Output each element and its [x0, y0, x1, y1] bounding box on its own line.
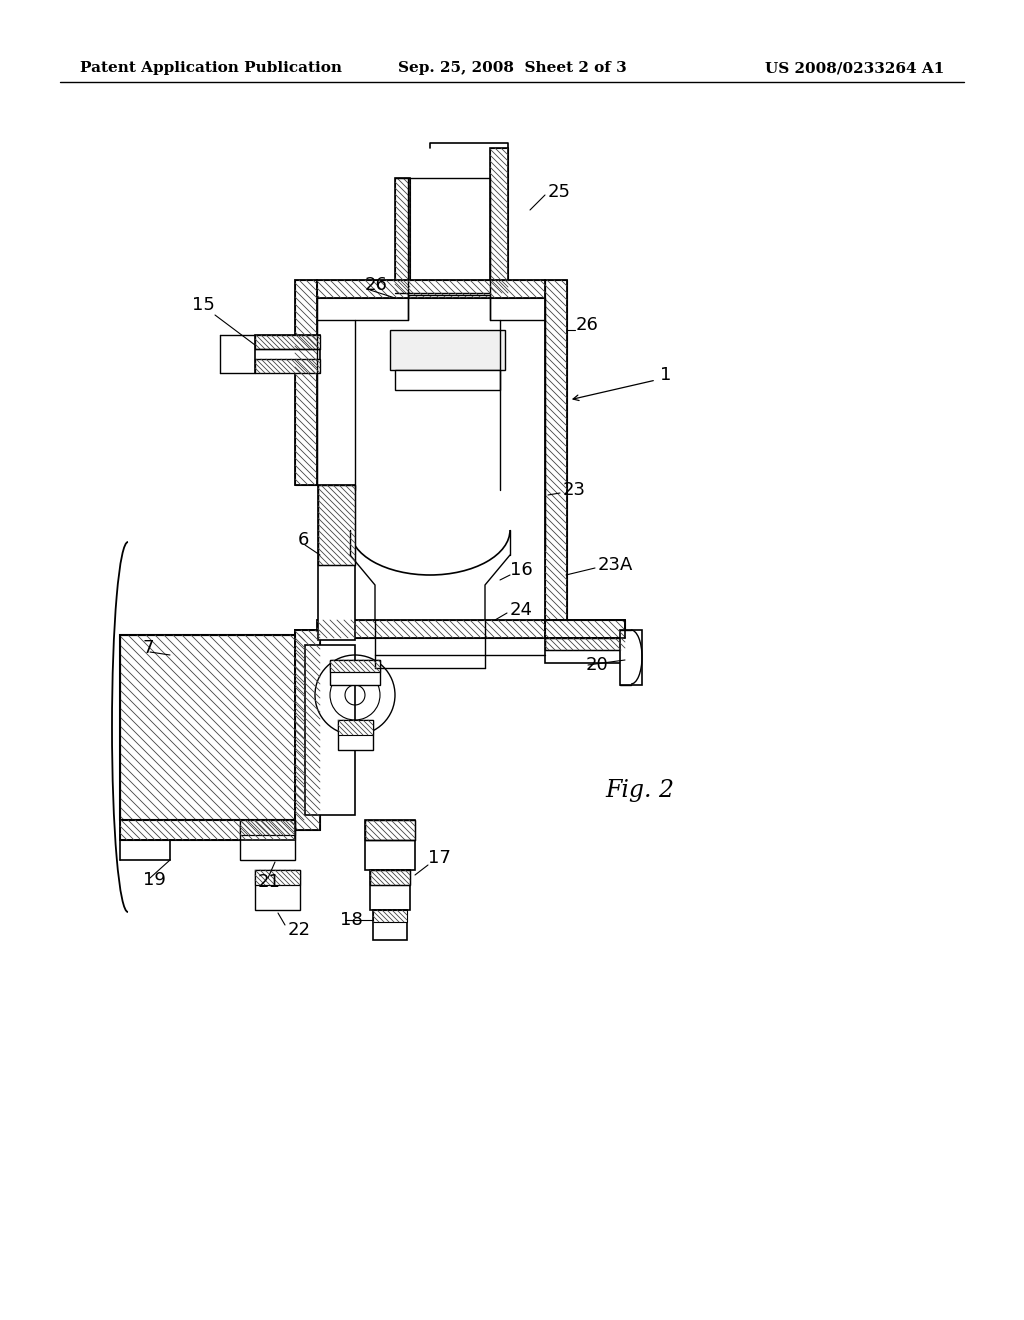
- Bar: [318, 484, 355, 565]
- Text: 23A: 23A: [598, 556, 634, 574]
- Bar: [318, 484, 355, 565]
- Bar: [255, 870, 300, 884]
- Bar: [305, 645, 355, 814]
- Bar: [545, 280, 567, 620]
- Text: 21: 21: [258, 873, 281, 891]
- Bar: [120, 635, 305, 820]
- Bar: [370, 870, 410, 884]
- Text: 26: 26: [365, 276, 388, 294]
- Bar: [545, 638, 625, 663]
- Bar: [545, 620, 625, 638]
- Bar: [490, 148, 508, 293]
- Text: Fig. 2: Fig. 2: [605, 779, 674, 801]
- Bar: [395, 178, 410, 293]
- Bar: [317, 620, 545, 638]
- Bar: [240, 820, 295, 836]
- Bar: [330, 660, 380, 672]
- Bar: [295, 630, 319, 830]
- Text: 7: 7: [143, 639, 155, 657]
- Bar: [365, 820, 415, 870]
- Bar: [295, 630, 319, 830]
- Bar: [330, 660, 380, 672]
- Text: US 2008/0233264 A1: US 2008/0233264 A1: [765, 61, 944, 75]
- Bar: [255, 335, 319, 374]
- Bar: [295, 280, 317, 484]
- Bar: [373, 909, 407, 921]
- Bar: [295, 280, 317, 484]
- Text: 26: 26: [575, 315, 599, 334]
- Bar: [373, 909, 407, 940]
- Bar: [255, 870, 300, 884]
- Bar: [255, 870, 300, 909]
- Bar: [120, 820, 295, 840]
- Text: 1: 1: [660, 366, 672, 384]
- Bar: [255, 359, 319, 374]
- Bar: [317, 280, 545, 298]
- Bar: [240, 820, 295, 836]
- Bar: [240, 820, 295, 861]
- Text: 18: 18: [340, 911, 362, 929]
- Text: 25: 25: [548, 183, 571, 201]
- Bar: [255, 335, 319, 348]
- Bar: [390, 330, 505, 370]
- Bar: [490, 148, 508, 293]
- Text: 6: 6: [298, 531, 309, 549]
- Bar: [255, 335, 319, 348]
- Text: 22: 22: [288, 921, 311, 939]
- Bar: [317, 280, 545, 298]
- Bar: [395, 178, 410, 293]
- Text: 20: 20: [586, 656, 608, 675]
- Bar: [545, 638, 625, 649]
- Bar: [365, 820, 415, 840]
- Text: 23: 23: [563, 480, 586, 499]
- Text: 24: 24: [510, 601, 534, 619]
- Text: 15: 15: [193, 296, 215, 314]
- Bar: [365, 820, 415, 840]
- Text: 19: 19: [143, 871, 166, 888]
- Bar: [295, 630, 319, 830]
- Bar: [317, 620, 545, 638]
- Bar: [545, 280, 567, 620]
- Bar: [620, 630, 642, 685]
- Text: 17: 17: [428, 849, 451, 867]
- Bar: [545, 620, 625, 638]
- Text: Sep. 25, 2008  Sheet 2 of 3: Sep. 25, 2008 Sheet 2 of 3: [397, 61, 627, 75]
- Bar: [338, 719, 373, 750]
- Bar: [395, 370, 500, 389]
- Text: Patent Application Publication: Patent Application Publication: [80, 61, 342, 75]
- Bar: [338, 719, 373, 735]
- Bar: [545, 638, 625, 649]
- Bar: [255, 359, 319, 374]
- Bar: [120, 820, 295, 840]
- Bar: [370, 870, 410, 909]
- Bar: [120, 635, 305, 820]
- Bar: [330, 660, 380, 685]
- Bar: [318, 484, 355, 640]
- Bar: [370, 870, 410, 884]
- Text: 16: 16: [510, 561, 532, 579]
